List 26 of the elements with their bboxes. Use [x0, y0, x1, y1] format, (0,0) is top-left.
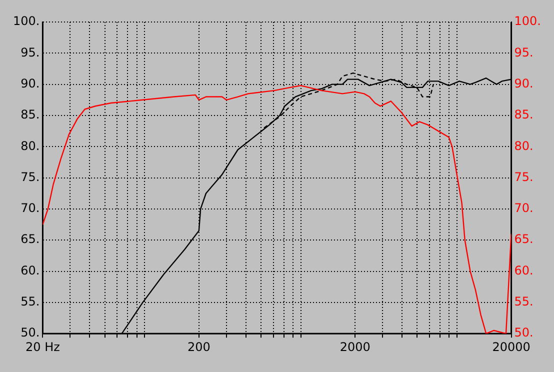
y-tick-label: 100.	[13, 14, 40, 28]
y2-tick-label: 65.	[514, 232, 534, 246]
y2-tick-label: 55.	[514, 294, 534, 309]
y-tick-label: 95.	[20, 45, 40, 60]
y-tick-label: 60.	[20, 263, 40, 278]
y-tick-label: 85.	[20, 108, 40, 122]
y2-tick-label: 50.	[514, 326, 534, 340]
x-tick-label: 20000	[492, 340, 530, 354]
y2-tick-label: 70.	[514, 201, 534, 216]
y-tick-label: 55.	[20, 294, 40, 309]
y2-tick-label: 95.	[514, 45, 534, 60]
y-tick-label: 90.	[20, 76, 40, 90]
y-tick-label: 65.	[20, 232, 40, 246]
y2-tick-label: 90.	[514, 76, 534, 90]
y2-tick-label: 80.	[514, 138, 534, 153]
y-tick-label: 70.	[20, 201, 40, 216]
y-tick-label: 50.	[20, 326, 40, 340]
x-tick-label: 2000	[340, 340, 370, 354]
y2-tick-label: 85.	[514, 108, 534, 122]
y-tick-label: 75.	[20, 170, 40, 184]
x-tick-label: 200	[187, 340, 210, 354]
y2-tick-label: 75.	[514, 170, 534, 184]
y2-tick-label: 100.	[514, 14, 541, 28]
y-tick-label: 80.	[20, 138, 40, 153]
y2-tick-label: 60.	[514, 263, 534, 278]
x-tick-label: 20 Hz	[26, 340, 60, 354]
